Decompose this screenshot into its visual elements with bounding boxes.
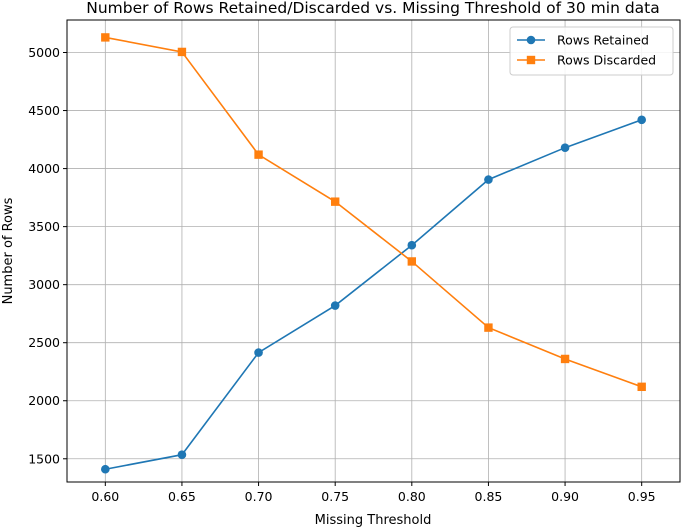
data-point <box>330 197 340 206</box>
data-point <box>637 115 646 125</box>
x-tick-label: 0.70 <box>245 489 273 504</box>
y-axis: 1500 2000 2500 3000 3500 4000 4500 5000 <box>28 45 67 466</box>
legend-marker <box>526 55 536 65</box>
data-point <box>484 175 493 184</box>
y-tick-label: 3500 <box>28 219 60 234</box>
series-rows-retained <box>101 115 646 474</box>
x-tick-label: 0.65 <box>168 489 196 504</box>
data-point <box>637 382 646 392</box>
series-rows-discarded <box>101 33 646 392</box>
legend-label: Rows Retained <box>557 33 649 48</box>
y-axis-label: Number of Rows <box>1 197 16 304</box>
data-point <box>254 348 263 357</box>
data-point <box>101 33 110 42</box>
x-tick-label: 0.85 <box>475 489 503 504</box>
x-tick-label: 0.80 <box>398 489 426 504</box>
data-point <box>407 257 417 266</box>
data-point <box>560 143 570 152</box>
x-tick-label: 0.75 <box>321 489 349 504</box>
legend-marker <box>526 35 536 45</box>
legend-box <box>509 26 674 76</box>
y-tick-label: 4000 <box>28 161 60 176</box>
grid <box>67 20 680 482</box>
data-point <box>177 450 187 460</box>
x-axis: 0.60 0.65 0.70 0.75 0.80 0.85 0.90 0.95 <box>91 482 656 504</box>
chart-title: Number of Rows Retained/Discarded vs. Mi… <box>86 0 660 17</box>
series-line <box>105 36 642 388</box>
y-tick-label: 1500 <box>28 451 60 466</box>
data-point <box>254 150 263 159</box>
series-layer <box>101 33 646 474</box>
series-line <box>105 119 642 471</box>
x-tick-label: 0.90 <box>551 489 579 504</box>
data-point <box>330 301 340 310</box>
x-axis-label: Missing Threshold <box>315 513 432 527</box>
legend-item: Rows Retained <box>517 33 649 48</box>
y-tick-label: 2000 <box>28 393 60 408</box>
y-tick-label: 4500 <box>28 103 60 118</box>
x-tick-label: 0.60 <box>91 489 119 504</box>
data-point <box>101 464 110 474</box>
plot-frame <box>66 19 681 483</box>
data-point <box>560 354 570 364</box>
legend: Rows Retained Rows Discarded <box>509 26 674 76</box>
y-tick-label: 3000 <box>28 277 60 292</box>
legend-label: Rows Discarded <box>557 53 656 68</box>
y-tick-label: 5000 <box>28 45 60 60</box>
data-point <box>484 323 493 332</box>
legend-item: Rows Discarded <box>517 53 656 68</box>
data-point <box>177 47 187 57</box>
x-tick-label: 0.95 <box>628 489 656 504</box>
y-tick-label: 2500 <box>28 335 60 350</box>
data-point <box>407 240 417 250</box>
